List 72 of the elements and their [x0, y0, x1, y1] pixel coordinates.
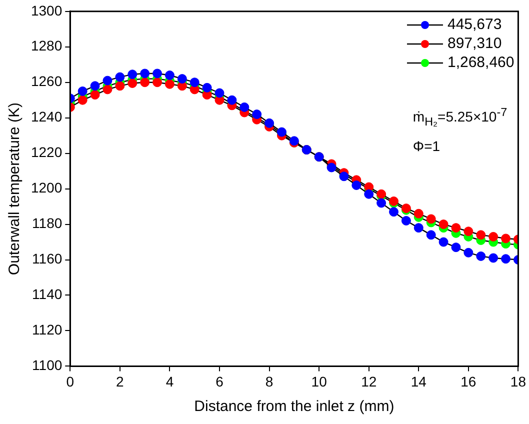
y-tick-label: 1200 — [30, 180, 62, 196]
y-tick-label: 1140 — [32, 286, 62, 302]
point — [438, 237, 448, 247]
point — [164, 70, 174, 80]
point — [352, 180, 362, 190]
x-tick-label: 0 — [66, 373, 74, 390]
y-tick-label: 1180 — [32, 215, 62, 232]
point — [214, 88, 224, 98]
point — [426, 214, 436, 224]
x-tick-label: 10 — [311, 373, 328, 390]
point — [501, 254, 511, 264]
x-axis-title: Distance from the inlet z (mm) — [194, 398, 394, 416]
point — [202, 82, 212, 92]
point — [414, 223, 424, 233]
point — [140, 78, 150, 88]
point — [90, 81, 100, 91]
point — [152, 68, 162, 78]
point — [152, 78, 162, 88]
x-tick-label: 12 — [361, 373, 377, 390]
point — [414, 208, 424, 218]
point — [78, 95, 88, 105]
y-tick-label: 1280 — [30, 38, 62, 54]
point — [140, 68, 150, 78]
point — [401, 216, 411, 226]
point — [389, 207, 398, 217]
point — [90, 90, 100, 100]
point — [102, 76, 112, 86]
point — [78, 86, 88, 96]
point — [426, 230, 436, 240]
point — [476, 230, 486, 240]
y-tick-label: 1120 — [32, 322, 62, 338]
y-axis-title: Outerwall temperature (K) — [6, 102, 24, 276]
point — [177, 74, 187, 84]
point — [190, 78, 200, 88]
point — [115, 72, 125, 82]
point — [252, 110, 262, 120]
point — [451, 223, 461, 233]
y-tick-label: 1300 — [30, 2, 62, 18]
point — [451, 242, 461, 252]
point — [128, 70, 138, 80]
x-tick-label: 18 — [510, 373, 526, 390]
x-tick-label: 8 — [265, 373, 274, 390]
y-tick-label: 1220 — [30, 144, 62, 160]
point — [438, 220, 448, 230]
point — [501, 234, 511, 244]
point — [227, 95, 237, 105]
y-tick-label: 1260 — [30, 73, 62, 90]
point — [364, 189, 374, 199]
point — [488, 232, 498, 242]
point — [476, 251, 486, 261]
legend-label: 897,310 — [447, 34, 502, 54]
point — [102, 84, 112, 94]
x-tick-label: 16 — [460, 373, 476, 390]
y-tick-label: 1160 — [32, 250, 62, 267]
x-tick-label: 4 — [166, 373, 174, 390]
point — [488, 253, 498, 263]
x-tick-label: 2 — [116, 373, 124, 390]
point — [115, 81, 125, 91]
point — [464, 226, 474, 236]
y-tick-label: 1240 — [30, 108, 62, 125]
point — [164, 79, 174, 89]
point — [128, 78, 138, 88]
x-tick-label: 14 — [410, 373, 427, 390]
annotation: ṁ$_{H₂}$=5.25×10$^{-7}$ — [412, 106, 508, 129]
y-tick-label: 1100 — [32, 357, 62, 374]
legend-label: 445,673 — [447, 15, 502, 34]
point — [376, 198, 386, 208]
x-tick-label: 6 — [216, 373, 224, 390]
annotation: Φ=1 — [412, 138, 440, 154]
point — [240, 102, 250, 112]
legend-label: 1,268,460 — [447, 53, 514, 72]
point — [464, 248, 474, 258]
